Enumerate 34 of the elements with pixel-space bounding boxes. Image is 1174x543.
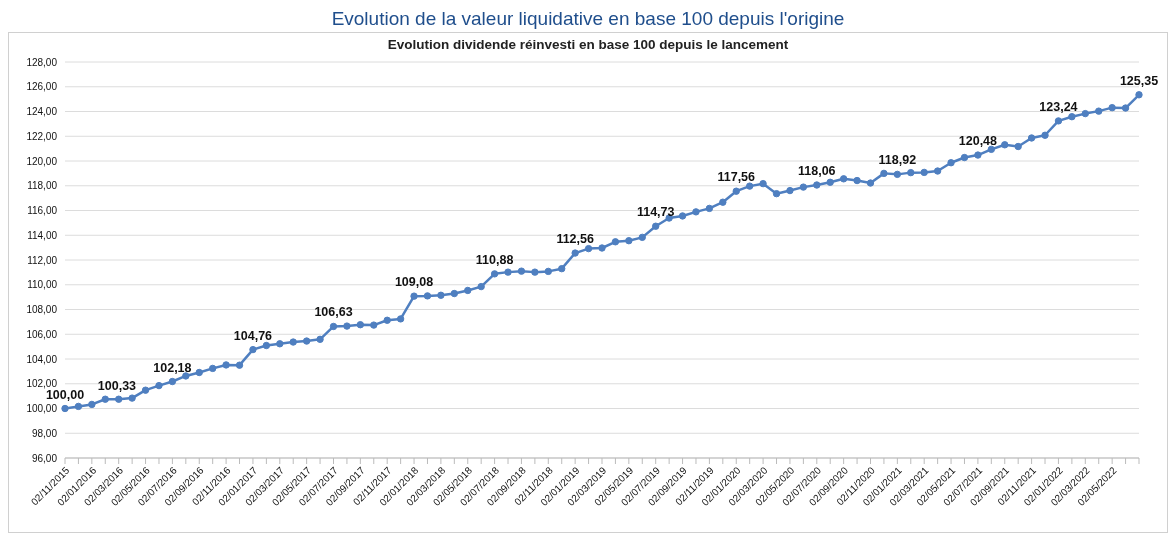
data-label: 123,24 <box>1039 99 1078 114</box>
y-tick-label: 110,00 <box>27 279 58 291</box>
y-tick-label: 104,00 <box>26 353 58 365</box>
data-label: 117,56 <box>717 170 756 185</box>
data-label: 118,92 <box>878 153 917 168</box>
y-tick-label: 128,00 <box>26 56 58 68</box>
y-tick-label: 118,00 <box>27 180 58 192</box>
data-label: 100,33 <box>97 379 137 394</box>
data-label: 109,08 <box>394 275 434 290</box>
y-tick-label: 106,00 <box>26 328 58 340</box>
y-tick-label: 100,00 <box>26 403 58 415</box>
data-label: 114,73 <box>636 205 675 220</box>
y-tick-label: 116,00 <box>27 205 58 217</box>
y-tick-label: 114,00 <box>27 229 58 241</box>
chart-subtitle: Evolution dividende réinvesti en base 100 depuis le lancement <box>386 37 790 52</box>
data-label: 118,06 <box>798 164 836 179</box>
data-label: 120,48 <box>958 134 998 149</box>
y-tick-label: 108,00 <box>26 304 58 316</box>
chart-title: Evolution de la valeur liquidative en base 100 depuis l'origine <box>330 8 846 31</box>
data-label: 102,18 <box>153 360 192 375</box>
data-label: 110,88 <box>475 252 514 267</box>
data-label: 106,63 <box>314 305 353 320</box>
y-tick-label: 98,00 <box>31 427 58 439</box>
y-tick-label: 96,00 <box>31 452 58 464</box>
y-tick-label: 102,00 <box>26 378 58 390</box>
data-label: 125,35 <box>1119 73 1159 88</box>
data-label: 104,76 <box>233 328 273 343</box>
y-tick-label: 124,00 <box>26 106 58 118</box>
y-tick-label: 122,00 <box>26 130 58 142</box>
data-label: 112,56 <box>556 232 594 247</box>
data-label: 100,00 <box>45 387 85 402</box>
y-tick-label: 120,00 <box>26 155 58 167</box>
y-tick-label: 126,00 <box>26 81 58 93</box>
y-tick-label: 112,00 <box>27 254 58 266</box>
